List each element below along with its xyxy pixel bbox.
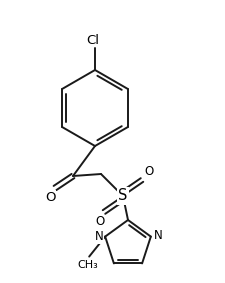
- Text: N: N: [154, 229, 163, 242]
- Text: Cl: Cl: [86, 34, 99, 47]
- Text: N: N: [94, 230, 103, 243]
- Text: O: O: [144, 165, 153, 178]
- Text: CH₃: CH₃: [78, 260, 99, 270]
- Text: O: O: [95, 215, 105, 228]
- Text: O: O: [45, 191, 55, 204]
- Text: S: S: [118, 188, 128, 203]
